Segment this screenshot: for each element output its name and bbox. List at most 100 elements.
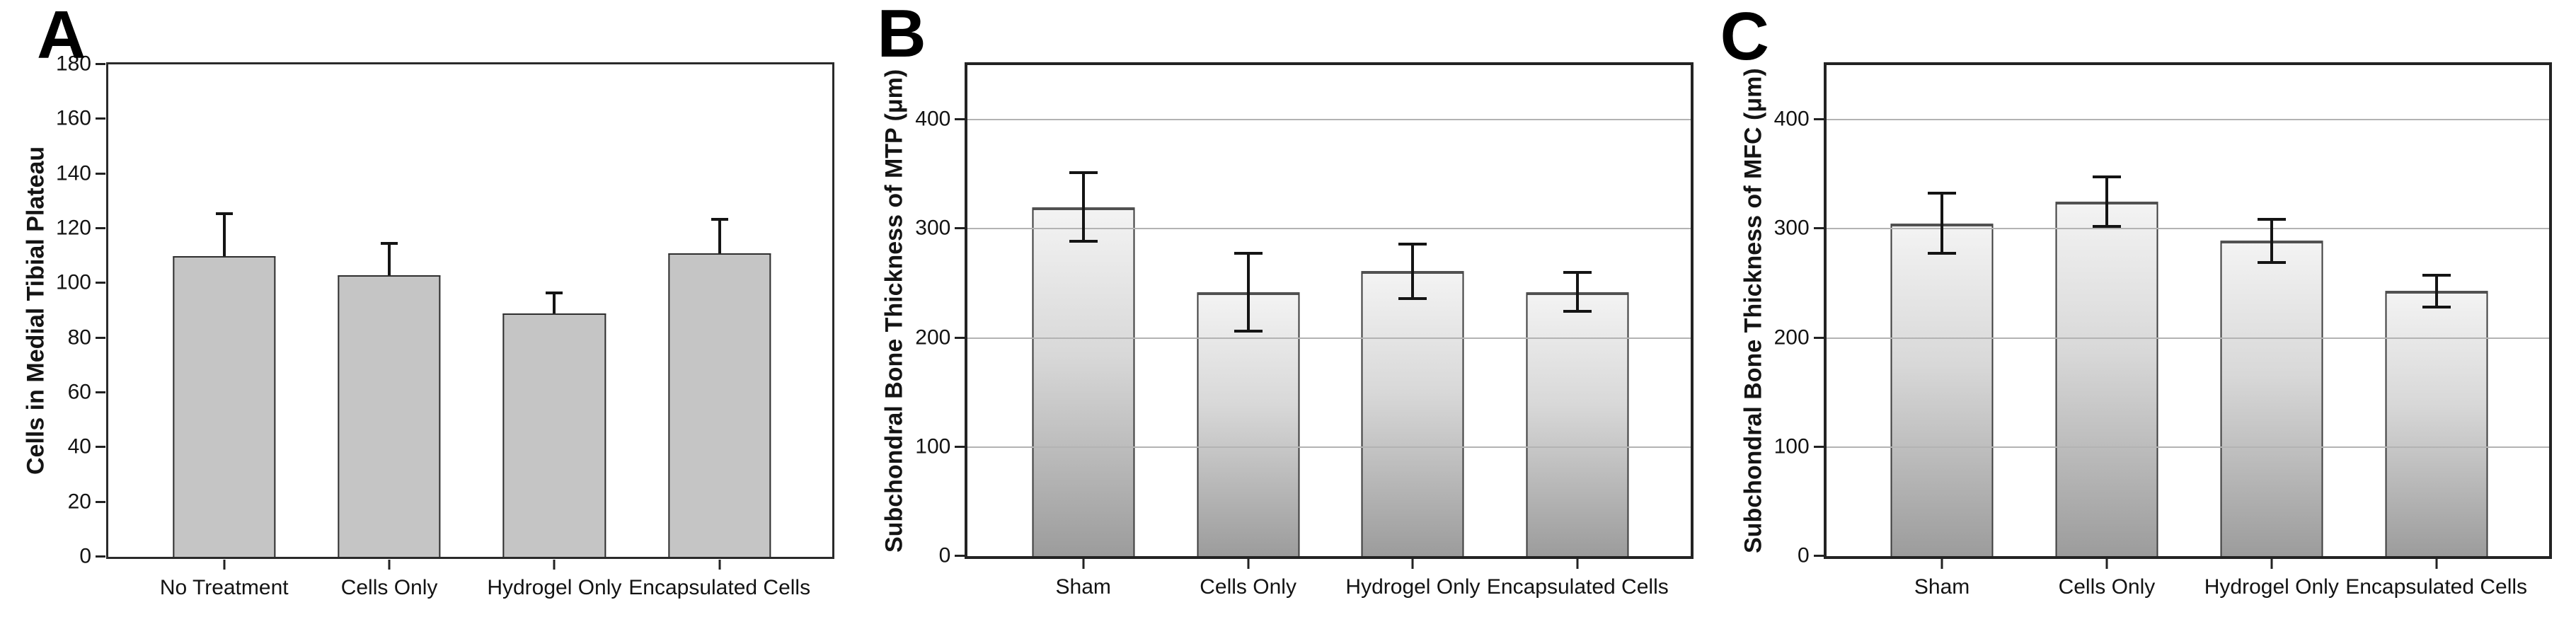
bar <box>173 255 276 557</box>
y-tick-mark <box>96 336 105 339</box>
error-bar-stem <box>2105 175 2108 228</box>
x-tick-mark <box>553 560 556 570</box>
y-tick-label: 100 <box>915 434 951 458</box>
y-tick-label: 400 <box>915 107 951 131</box>
error-bar-cap-top <box>711 217 728 221</box>
y-tick-label: 40 <box>67 434 91 458</box>
error-bar-cap-top <box>381 242 398 246</box>
x-tick-mark <box>1247 559 1250 569</box>
gridline <box>1826 446 2549 448</box>
bar <box>1032 207 1135 556</box>
y-tick-label: 180 <box>55 52 91 76</box>
gridline <box>1826 228 2549 230</box>
error-bar <box>215 212 233 256</box>
error-bar-cap-top <box>215 212 233 215</box>
bar <box>2385 291 2488 556</box>
error-bar-stem <box>1411 243 1415 300</box>
bar <box>1526 292 1629 556</box>
y-tick-label: 80 <box>67 325 91 349</box>
error-bar <box>2422 273 2451 308</box>
y-tick-mark <box>96 117 105 120</box>
gridline <box>1826 119 2549 121</box>
error-bar <box>711 217 728 253</box>
error-bar-stem <box>1081 171 1085 243</box>
x-category-label: Cells Only <box>340 576 438 599</box>
y-tick-mark <box>96 227 105 229</box>
gridline <box>967 119 1691 121</box>
panel-b-plot-area: 0 100 200 300 400 Sham Cells Only Hydrogel Only… <box>915 62 1694 599</box>
gridline <box>967 228 1691 230</box>
panel-a-plot-area: 0 20 40 60 80 100 120 140 160 180 No Treatment Cell… <box>56 52 835 599</box>
y-tick-mark <box>955 118 965 121</box>
y-tick-label: 20 <box>67 489 91 513</box>
x-category-label: Encapsulated Cells <box>2345 575 2528 599</box>
x-tick-mark <box>388 560 391 570</box>
y-tick-label: 200 <box>915 325 951 349</box>
x-tick-mark <box>718 560 721 570</box>
error-bar <box>1928 191 1957 255</box>
y-tick-label: 100 <box>1773 434 1810 458</box>
y-tick-mark <box>96 391 105 393</box>
panel-a-y-axis-title: Cells in Medial Tibial Plateau <box>22 146 50 475</box>
y-tick-label: 300 <box>1773 216 1810 240</box>
bar <box>1361 271 1464 556</box>
x-tick-mark <box>1576 559 1579 569</box>
error-bar-cap-top <box>1563 271 1592 275</box>
error-bar <box>1398 243 1427 300</box>
x-category-label: Hydrogel Only <box>1345 575 1480 599</box>
x-category-label: Sham <box>1914 575 1970 599</box>
panel-c-y-axis-title: Subchondral Bone Thickness of MFC (μm) <box>1740 68 1767 553</box>
y-tick-mark <box>1813 445 1824 448</box>
error-bar-cap-bottom <box>2092 224 2121 228</box>
x-tick-mark <box>2435 559 2438 569</box>
y-tick-label: 0 <box>1797 543 1810 567</box>
error-bar-cap-bottom <box>1563 310 1592 313</box>
error-bar <box>2092 175 2121 228</box>
error-bar-cap-top <box>2422 273 2451 277</box>
y-tick-label: 120 <box>55 216 91 240</box>
gridline <box>967 337 1691 339</box>
error-bar-stem <box>1246 251 1250 333</box>
y-tick-mark <box>955 445 965 448</box>
error-bar-cap-bottom <box>1234 329 1263 333</box>
error-bar-cap-top <box>1069 171 1098 174</box>
y-tick-mark <box>1813 336 1824 339</box>
bar <box>338 275 441 557</box>
error-bar-stem <box>1576 271 1580 313</box>
y-tick-mark <box>1813 227 1824 230</box>
x-tick-mark <box>1411 559 1414 569</box>
panel-b: B Subchondral Bone Thickness of MTP (μm)… <box>858 0 1717 629</box>
y-tick-label: 400 <box>1773 107 1810 131</box>
y-tick-label: 100 <box>55 270 91 294</box>
error-bar-stem <box>553 291 556 313</box>
bar <box>1890 223 1994 556</box>
error-bar <box>2257 217 2286 264</box>
y-tick-mark <box>1813 555 1824 557</box>
y-tick-label: 200 <box>1773 325 1810 349</box>
x-tick-mark <box>1940 559 1943 569</box>
panel-c-plot-area: 0 100 200 300 400 Sham Cells Only Hydrogel Only… <box>1774 62 2552 599</box>
error-bar-cap-top <box>546 291 563 294</box>
y-tick-mark <box>96 63 105 65</box>
error-bar <box>1234 251 1263 333</box>
error-bar <box>546 291 563 313</box>
panel-b-y-axis-title: Subchondral Bone Thickness of MTP (μm) <box>880 69 908 553</box>
error-bar-cap-bottom <box>1928 252 1957 255</box>
bar <box>2055 201 2158 556</box>
error-bar-cap-top <box>2092 175 2121 178</box>
error-bar-cap-bottom <box>1398 296 1427 300</box>
x-category-label: Encapsulated Cells <box>1486 575 1669 599</box>
error-bar-cap-top <box>1928 191 1957 195</box>
y-tick-mark <box>96 282 105 284</box>
y-tick-mark <box>96 500 105 503</box>
x-tick-mark <box>2105 559 2108 569</box>
bar <box>1197 292 1300 556</box>
y-tick-mark <box>955 336 965 339</box>
panel-b-letter: B <box>877 0 926 71</box>
gridline <box>1826 337 2549 339</box>
error-bar-stem <box>718 217 721 253</box>
y-tick-label: 300 <box>915 216 951 240</box>
error-bar-stem <box>222 212 226 256</box>
y-tick-mark <box>955 555 965 557</box>
